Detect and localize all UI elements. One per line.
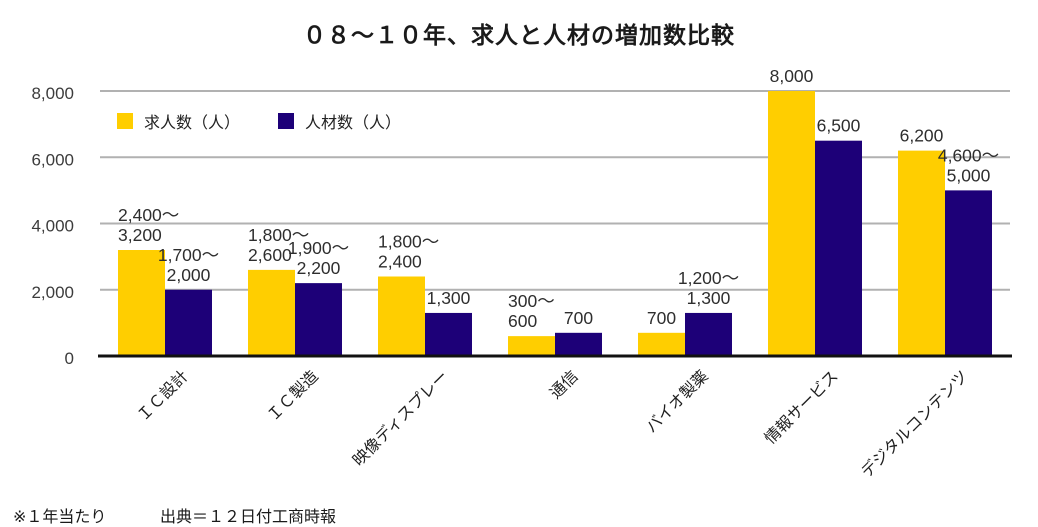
bar-value-label-jobs-4: 700 — [647, 308, 676, 328]
y-axis-tick-label: 2,000 — [31, 283, 74, 302]
bar-value-label-talent-3: 700 — [564, 308, 593, 328]
bar-talent-2 — [425, 312, 472, 356]
legend-swatch-jobs-icon — [117, 113, 133, 129]
legend-label-talent: 人材数（人） — [305, 115, 402, 132]
bar-talent-5 — [815, 140, 862, 356]
bar-value-label-jobs-5: 8,000 — [770, 66, 814, 86]
y-axis-tick-label: 8,000 — [31, 84, 74, 103]
bar-talent-3 — [555, 332, 602, 356]
bar-jobs-6 — [898, 150, 945, 356]
footnote-source: 出典＝１２日付工商時報 — [160, 509, 337, 526]
x-axis-label-4: バイオ製薬 — [643, 367, 712, 436]
bar-jobs-2 — [378, 276, 425, 356]
bar-jobs-1 — [248, 269, 295, 356]
legend-item-jobs: 求人数（人） — [117, 109, 240, 133]
y-axis-tick-label: 0 — [65, 349, 74, 368]
bar-value-label-jobs-6: 6,200 — [900, 126, 944, 146]
legend-swatch-talent-icon — [278, 113, 295, 129]
y-axis-tick-label: 6,000 — [31, 150, 74, 169]
bar-value-label-jobs-1: 1,800～ — [248, 225, 309, 245]
bar-talent-4 — [685, 312, 732, 356]
x-axis-label-0: ＩＣ設計 — [134, 367, 192, 425]
bar-value-label-talent-6: 5,000 — [947, 165, 991, 185]
bar-value-label-talent-4: 1,200～ — [678, 268, 739, 288]
bar-jobs-4 — [638, 332, 685, 356]
x-axis-label-6: デジタルコンテンツ — [857, 366, 972, 481]
bar-talent-1 — [295, 283, 342, 356]
bar-value-label-jobs-3: 300～ — [508, 291, 555, 311]
legend-label-jobs: 求人数（人） — [144, 115, 241, 132]
bar-jobs-0 — [118, 250, 165, 356]
bar-value-label-talent-1: 2,200 — [297, 258, 341, 278]
footnote-note: ※１年当たり — [13, 509, 107, 526]
bar-value-label-talent-6: 4,600～ — [938, 145, 999, 165]
x-axis-label-3: 通信 — [546, 367, 581, 402]
bar-value-label-jobs-1: 2,600 — [248, 245, 292, 265]
bar-value-label-talent-0: 1,700～ — [158, 245, 219, 265]
bar-value-label-jobs-3: 600 — [508, 311, 537, 331]
bar-value-label-talent-2: 1,300 — [427, 288, 471, 308]
bar-value-label-jobs-2: 1,800～ — [378, 232, 439, 252]
bar-value-label-jobs-0: 2,400～ — [118, 205, 179, 225]
bar-value-label-jobs-2: 2,400 — [378, 252, 422, 272]
bar-value-label-talent-0: 2,000 — [167, 265, 211, 285]
legend-item-talent: 人材数（人） — [278, 109, 401, 133]
bar-value-label-talent-5: 6,500 — [817, 116, 861, 136]
bar-value-label-talent-4: 1,300 — [687, 288, 731, 308]
bar-value-label-talent-1: 1,900～ — [288, 238, 349, 258]
x-axis-label-5: 情報サービス — [761, 367, 842, 448]
bar-talent-0 — [165, 289, 212, 356]
x-axis-label-1: ＩＣ製造 — [264, 367, 322, 425]
bar-talent-6 — [945, 190, 992, 356]
bar-jobs-5 — [768, 91, 815, 356]
y-axis-tick-label: 4,000 — [31, 217, 74, 236]
bar-jobs-3 — [508, 336, 555, 356]
x-axis-label-2: 映像ディスプレー — [349, 366, 452, 469]
legend: 求人数（人） 人材数（人） — [117, 109, 401, 133]
chart-title: ０８～１０年、求人と人材の増加数比較 — [303, 22, 735, 48]
bar-value-label-jobs-0: 3,200 — [118, 225, 162, 245]
